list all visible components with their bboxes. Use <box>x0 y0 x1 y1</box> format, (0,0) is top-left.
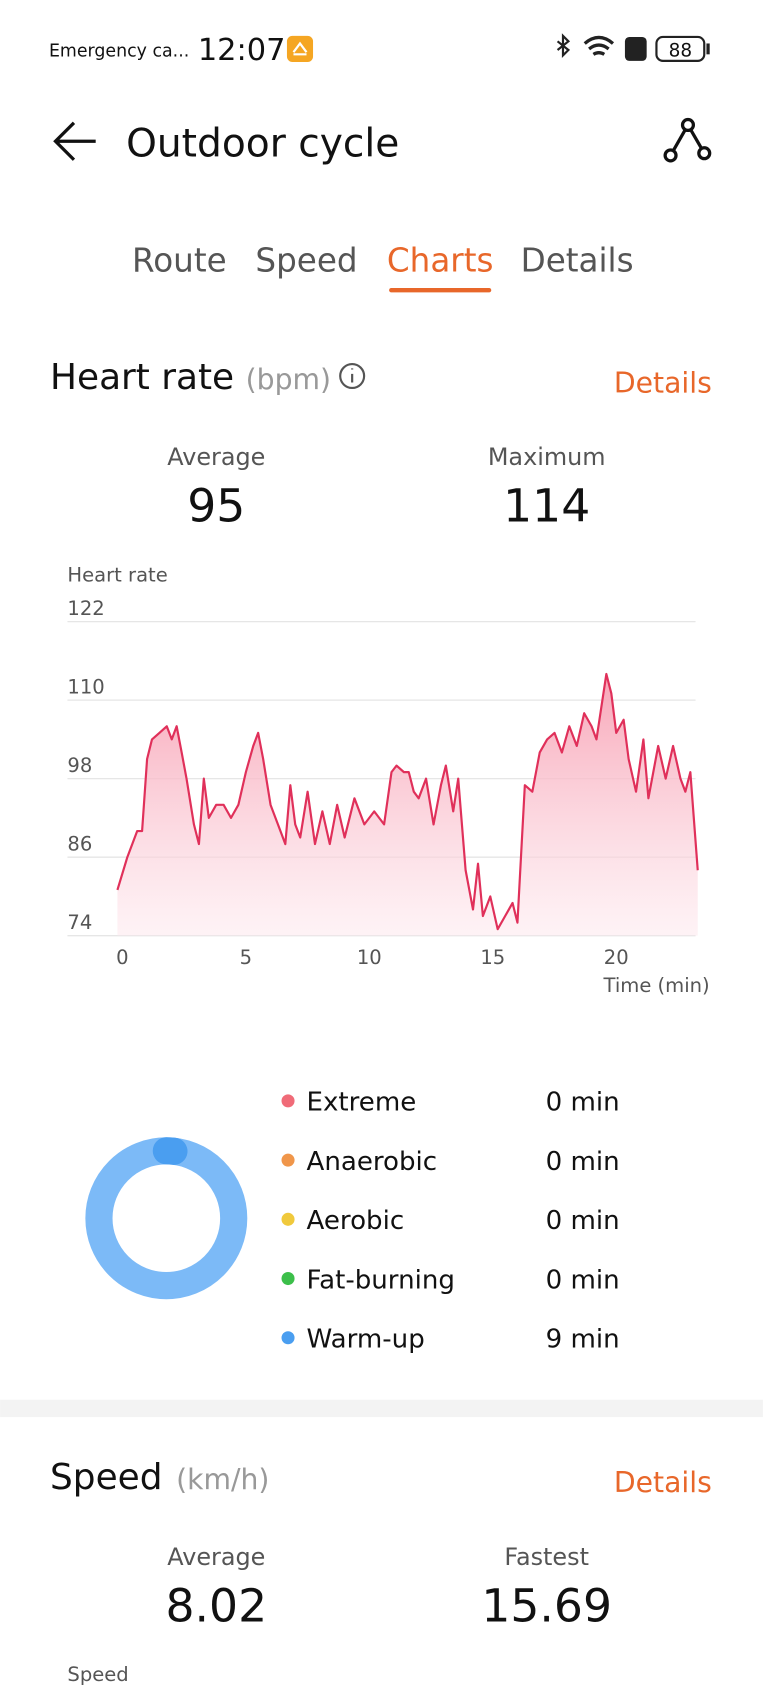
stat-label: Average <box>167 1543 265 1571</box>
alert-icon <box>624 36 647 61</box>
stat-value: 95 <box>187 480 245 533</box>
y-tick-label: 98 <box>67 754 92 777</box>
app-icon <box>286 35 314 62</box>
zone-name: Warm-up <box>307 1325 425 1355</box>
tab[interactable]: Details <box>521 242 634 280</box>
zone-donut-segment <box>85 1137 248 1300</box>
section-separator <box>0 1399 763 1418</box>
y-tick-label: 110 <box>67 676 104 699</box>
page-title: Outdoor cycle <box>126 121 399 166</box>
tab-indicator <box>389 287 492 293</box>
zone-dot <box>281 1212 295 1226</box>
tab[interactable]: Route <box>132 242 227 280</box>
tab[interactable]: Speed <box>255 242 357 280</box>
back-button[interactable] <box>53 121 96 161</box>
details-link[interactable]: Details <box>614 1466 712 1499</box>
x-tick-label: 5 <box>240 946 252 969</box>
y-tick-label: 122 <box>67 597 104 620</box>
tab-active[interactable]: Charts <box>387 242 494 280</box>
bluetooth-icon <box>556 33 571 59</box>
zone-dot <box>281 1272 295 1286</box>
stat-value: 15.69 <box>481 1579 612 1632</box>
zone-time: 0 min <box>546 1265 620 1295</box>
section-title: Heart rate <box>50 357 234 398</box>
x-tick-label: 10 <box>357 946 382 969</box>
stat-value: 8.02 <box>166 1579 268 1632</box>
stat-label: Average <box>167 443 265 471</box>
heart-rate-chart: 74 86 98 110 122 0 5 10 15 20 <box>67 597 699 969</box>
battery-outline <box>655 35 706 62</box>
chart-label: Speed <box>67 1663 128 1686</box>
area <box>117 673 698 936</box>
zone-dot <box>281 1331 295 1345</box>
zone-dot <box>281 1153 295 1167</box>
zone-list: Extreme 0 min Anaerobic 0 min Aerobic 0 min Fa… <box>281 1088 620 1355</box>
zone-time: 0 min <box>546 1088 620 1118</box>
x-tick-label: 15 <box>480 946 505 969</box>
stat-value: 114 <box>503 480 590 533</box>
carrier: Emergency ca... <box>49 42 189 62</box>
heart-rate-line <box>116 672 699 931</box>
route-icon[interactable] <box>663 117 712 163</box>
stat-label: Maximum <box>488 443 606 471</box>
app-icon-glyph <box>292 41 308 56</box>
zone-time: 0 min <box>546 1206 620 1236</box>
battery-level: 88 <box>669 41 693 62</box>
y-tick-label: 86 <box>67 833 92 856</box>
zone-name: Extreme <box>307 1088 417 1118</box>
zone-time: 0 min <box>546 1147 620 1177</box>
y-axis-label: Heart rate <box>67 563 167 586</box>
y-tick-label: 74 <box>67 911 92 934</box>
x-tick-label: 0 <box>116 946 128 969</box>
zone-name: Aerobic <box>307 1206 405 1236</box>
zone-name: Anaerobic <box>307 1147 438 1177</box>
wifi-icon <box>583 35 615 56</box>
stat-label: Fastest <box>504 1543 589 1571</box>
x-axis-label: Time (min) <box>603 974 710 997</box>
battery-tip <box>706 43 710 55</box>
clock: 12:07 <box>198 33 286 68</box>
info-icon[interactable] <box>339 362 366 390</box>
section-title: Speed <box>50 1457 162 1498</box>
zone-name: Fat-burning <box>307 1265 455 1295</box>
section-unit: (bpm) <box>246 363 331 396</box>
x-tick-label: 20 <box>604 946 629 969</box>
details-link[interactable]: Details <box>614 366 712 399</box>
zone-time: 9 min <box>546 1325 620 1355</box>
section-unit: (km/h) <box>176 1463 269 1496</box>
zone-dot <box>281 1094 295 1108</box>
